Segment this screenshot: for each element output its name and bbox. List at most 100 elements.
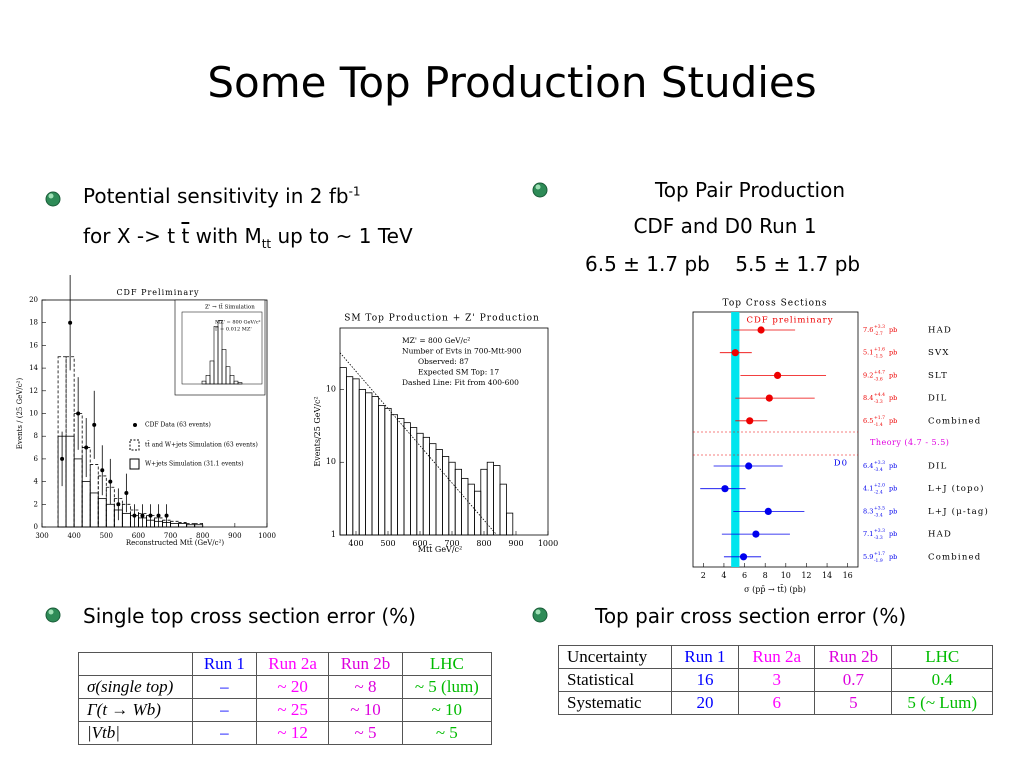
- histogram-bin: [73, 458, 83, 528]
- unit-label: pb: [889, 326, 897, 334]
- result: 6.5 ± 1.7 pb: [585, 252, 710, 276]
- data-point: [84, 445, 89, 450]
- table-cell: –: [191, 698, 257, 722]
- histogram-bin: [105, 503, 115, 528]
- y-tick-label: 8: [34, 432, 38, 440]
- data-point: [148, 513, 153, 518]
- histogram-bin: [480, 468, 488, 536]
- text: Potential sensitivity in 2 fb: [83, 184, 349, 208]
- histogram-bin: [194, 523, 204, 528]
- histogram-bin: [89, 492, 99, 528]
- histogram-bin: [403, 422, 411, 536]
- legend-label: CDF Data (63 events): [145, 422, 211, 429]
- error-plus: +2.0: [874, 483, 885, 489]
- y-tick-label: 0: [34, 523, 38, 531]
- table-cell: 5 (~ Lum): [891, 691, 993, 715]
- y-tick-label: 10: [326, 457, 336, 466]
- histogram-bin: [371, 396, 379, 536]
- value-label: 8.4: [863, 394, 873, 402]
- x-tick-label: 6: [742, 571, 747, 580]
- error-plus: +1.7: [874, 551, 885, 557]
- histogram-bin: [339, 367, 347, 536]
- table-cell: –: [191, 675, 257, 699]
- plot-title: Top Cross Sections: [723, 299, 828, 309]
- histogram-bin: [358, 389, 367, 536]
- value-label: 7.1: [863, 530, 873, 538]
- row-label: Statistical: [558, 668, 672, 692]
- row-label: HAD: [928, 326, 952, 336]
- text: with M: [195, 224, 262, 248]
- histogram-bin: [409, 427, 418, 536]
- y-tick-label: 6: [34, 455, 39, 463]
- y-axis-label: Events/25 GeV/c²: [313, 396, 322, 466]
- x-tick-label: 500: [100, 532, 113, 540]
- table-row: Systematic 20 6 5 5 (~ Lum): [558, 691, 993, 715]
- table-row: Γ(t → Wb) – ~ 25 ~ 10 ~ 10: [78, 698, 493, 722]
- inset-frame: [174, 299, 266, 396]
- histogram-bin: [448, 461, 456, 536]
- inset-bin: [229, 375, 235, 385]
- x-tick-label: 2: [701, 571, 706, 580]
- group-label: CDF preliminary: [746, 316, 833, 326]
- text: t: [181, 224, 190, 248]
- data-point: [60, 456, 65, 461]
- bullet-text: for X -> t t with Mtt up to ~ 1 TeV: [83, 224, 413, 251]
- header-cell: LHC: [891, 645, 993, 669]
- histogram-bin: [345, 376, 354, 536]
- table-row: Statistical 16 3 0.7 0.4: [558, 668, 993, 692]
- histogram-bin: [81, 481, 91, 528]
- histogram-bin: [384, 407, 392, 536]
- table-cell: ~ 25: [255, 698, 330, 722]
- result: 5.5 ± 1.7 pb: [735, 252, 861, 276]
- theory-band: [731, 312, 740, 567]
- x-tick-label: 900: [508, 539, 523, 548]
- histogram-bin: [377, 405, 386, 536]
- error-minus: -3.6: [874, 376, 883, 382]
- header-cell: Run 2a: [738, 645, 816, 669]
- histogram-bin: [178, 523, 188, 528]
- inset-title: Z' → tt̄ Simulation: [205, 303, 255, 310]
- single-top-table: Run 1 Run 2a Run 2b LHC σ(single top) – ~ 20 ~ …: [78, 652, 493, 745]
- table-row: |Vtb| – ~ 12 ~ 5 ~ 5: [78, 721, 493, 745]
- x-tick-label: 14: [822, 571, 832, 580]
- histogram-bin: [454, 468, 463, 536]
- bullet-text: Single top cross section error (%): [83, 604, 416, 628]
- header-cell: Run 2a: [255, 652, 330, 676]
- data-point: [116, 502, 121, 507]
- y-tick-label: 12: [29, 387, 38, 395]
- histogram-bin: [397, 418, 405, 536]
- histogram-bin: [486, 461, 495, 536]
- x-tick-label: 300: [35, 532, 48, 540]
- error-plus: +3.3: [874, 324, 885, 330]
- value-label: 7.6: [863, 326, 873, 334]
- error-plus: +3.3: [874, 528, 885, 534]
- table-cell: –: [191, 721, 257, 745]
- histogram-bin: [499, 483, 507, 536]
- x-tick-label: 8: [763, 571, 768, 580]
- histogram-bin: [194, 524, 204, 528]
- histogram-bin: [441, 456, 450, 536]
- data-point: [765, 394, 773, 402]
- error-minus: -2.7: [874, 331, 883, 337]
- y-tick-label: 4: [34, 478, 39, 486]
- bullet-icon: [45, 191, 61, 207]
- inset-bin: [237, 382, 243, 385]
- error-minus: -3.3: [874, 535, 883, 541]
- bullet-text: CDF and D0 Run 1: [633, 214, 817, 238]
- inset-note: Γ = 0.012 MZ': [215, 327, 252, 333]
- bullet-icon: [532, 607, 548, 623]
- x-tick-label: 10: [781, 571, 791, 580]
- histogram-bin: [467, 483, 475, 536]
- value-label: 8.3: [863, 507, 873, 515]
- y-tick-label: 10: [29, 410, 38, 418]
- data-point: [746, 417, 754, 425]
- bullet-icon: [45, 607, 61, 623]
- row-label: SLT: [928, 371, 948, 381]
- table-cell: ~ 8: [328, 675, 403, 699]
- table-cell: ~ 20: [255, 675, 330, 699]
- x-tick-label: 600: [132, 532, 145, 540]
- histogram-bin: [493, 465, 501, 536]
- table-cell: 16: [670, 668, 740, 692]
- bullet-text: 6.5 ± 1.7 pb 5.5 ± 1.7 pb: [585, 252, 860, 276]
